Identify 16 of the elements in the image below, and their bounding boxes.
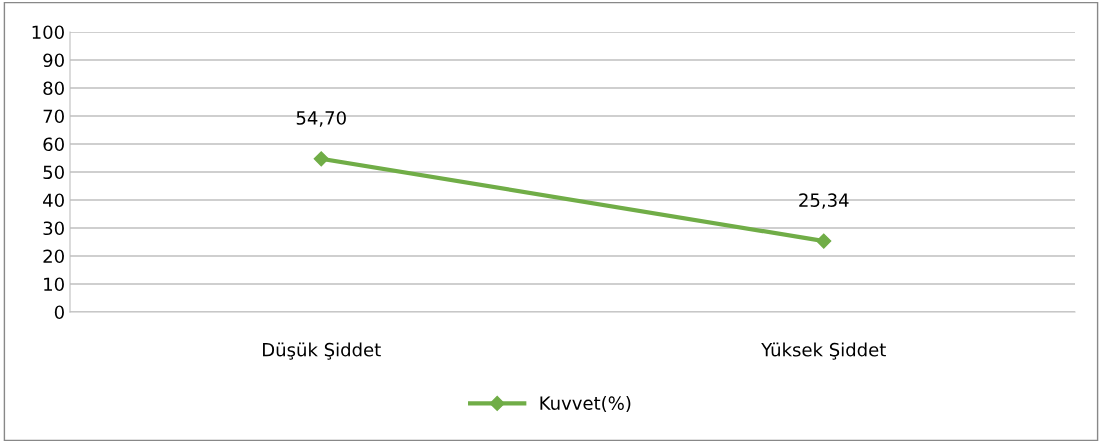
data-label: 25,34 bbox=[799, 193, 849, 209]
data-label: 54,70 bbox=[296, 111, 346, 127]
y-tick-label: 100 bbox=[32, 25, 64, 40]
y-tick-label: 70 bbox=[43, 109, 64, 124]
y-tick-label: 30 bbox=[43, 221, 64, 236]
y-tick-label: 40 bbox=[43, 193, 64, 208]
y-tick-label: 80 bbox=[43, 81, 64, 96]
legend-label: Kuvvet(%) bbox=[540, 396, 631, 413]
y-tick-label: 60 bbox=[43, 137, 64, 152]
y-tick-label: 0 bbox=[54, 305, 64, 320]
y-tick-label: 20 bbox=[43, 249, 64, 264]
y-tick-label: 10 bbox=[44, 277, 64, 292]
x-tick-label: Yüksek Şiddet bbox=[761, 342, 886, 360]
y-tick-label: 90 bbox=[43, 53, 64, 68]
y-tick-label: 50 bbox=[43, 165, 64, 180]
x-tick-label: Düşük Şiddet bbox=[263, 342, 381, 360]
